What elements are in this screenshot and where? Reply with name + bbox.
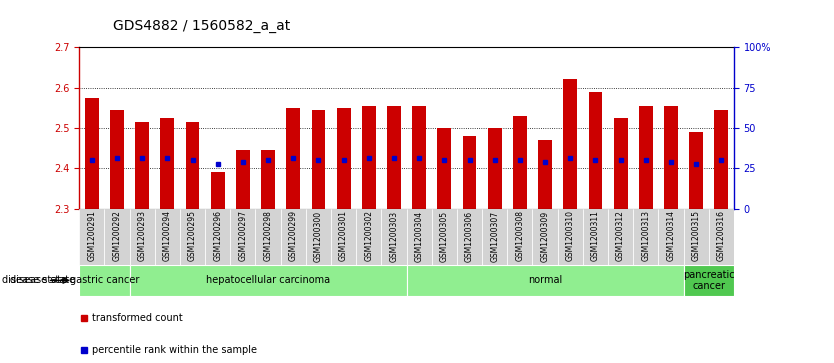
Text: GSM1200306: GSM1200306 <box>465 211 474 261</box>
FancyBboxPatch shape <box>507 209 532 265</box>
Text: gastric cancer: gastric cancer <box>70 276 139 285</box>
Text: GSM1200296: GSM1200296 <box>214 211 222 261</box>
Text: GSM1200312: GSM1200312 <box>616 211 626 261</box>
Bar <box>286 108 300 209</box>
Bar <box>337 108 350 209</box>
FancyBboxPatch shape <box>558 209 583 265</box>
Text: GDS4882 / 1560582_a_at: GDS4882 / 1560582_a_at <box>113 19 290 33</box>
Bar <box>261 150 275 209</box>
Text: GSM1200301: GSM1200301 <box>339 211 348 261</box>
FancyBboxPatch shape <box>79 209 104 265</box>
Bar <box>488 128 501 209</box>
Text: GSM1200291: GSM1200291 <box>88 211 96 261</box>
Bar <box>664 106 678 209</box>
Text: hepatocellular carcinoma: hepatocellular carcinoma <box>206 276 330 285</box>
Text: GSM1200294: GSM1200294 <box>163 211 172 261</box>
FancyBboxPatch shape <box>406 265 684 296</box>
Text: disease state: disease state <box>10 276 75 285</box>
Text: pancreatic
cancer: pancreatic cancer <box>683 270 735 291</box>
FancyBboxPatch shape <box>104 209 129 265</box>
Text: GSM1200304: GSM1200304 <box>414 211 424 261</box>
Bar <box>513 116 527 209</box>
FancyBboxPatch shape <box>79 265 129 296</box>
FancyBboxPatch shape <box>406 209 432 265</box>
Bar <box>387 106 401 209</box>
Text: GSM1200293: GSM1200293 <box>138 211 147 261</box>
FancyBboxPatch shape <box>129 265 406 296</box>
Text: normal: normal <box>528 276 562 285</box>
Text: GSM1200292: GSM1200292 <box>113 211 122 261</box>
FancyBboxPatch shape <box>532 209 558 265</box>
FancyBboxPatch shape <box>381 209 406 265</box>
Bar <box>186 122 199 209</box>
Bar <box>614 118 627 209</box>
Bar <box>85 98 98 209</box>
Bar <box>639 106 653 209</box>
Text: GSM1200307: GSM1200307 <box>490 211 500 261</box>
Text: GSM1200314: GSM1200314 <box>666 211 676 261</box>
Bar <box>538 140 552 209</box>
FancyBboxPatch shape <box>709 209 734 265</box>
Bar <box>160 118 174 209</box>
Text: GSM1200313: GSM1200313 <box>641 211 651 261</box>
Text: GSM1200308: GSM1200308 <box>515 211 525 261</box>
FancyBboxPatch shape <box>230 209 255 265</box>
FancyBboxPatch shape <box>684 209 709 265</box>
FancyBboxPatch shape <box>255 209 281 265</box>
Text: GSM1200297: GSM1200297 <box>239 211 248 261</box>
Bar <box>437 128 451 209</box>
FancyBboxPatch shape <box>155 209 180 265</box>
Bar <box>362 106 376 209</box>
Text: GSM1200310: GSM1200310 <box>565 211 575 261</box>
FancyBboxPatch shape <box>658 209 684 265</box>
Bar <box>463 136 476 209</box>
FancyBboxPatch shape <box>482 209 507 265</box>
Bar <box>715 110 728 209</box>
FancyBboxPatch shape <box>684 265 734 296</box>
Text: GSM1200302: GSM1200302 <box>364 211 374 261</box>
Text: GSM1200299: GSM1200299 <box>289 211 298 261</box>
Bar <box>563 79 577 209</box>
Text: GSM1200300: GSM1200300 <box>314 211 323 261</box>
Text: GSM1200303: GSM1200303 <box>389 211 399 261</box>
Text: GSM1200298: GSM1200298 <box>264 211 273 261</box>
FancyBboxPatch shape <box>608 209 633 265</box>
FancyBboxPatch shape <box>583 209 608 265</box>
FancyBboxPatch shape <box>180 209 205 265</box>
Bar <box>211 172 224 209</box>
FancyBboxPatch shape <box>633 209 658 265</box>
Bar <box>412 106 426 209</box>
FancyBboxPatch shape <box>432 209 457 265</box>
FancyBboxPatch shape <box>306 209 331 265</box>
FancyBboxPatch shape <box>129 209 155 265</box>
FancyBboxPatch shape <box>356 209 381 265</box>
Text: disease state: disease state <box>2 276 67 285</box>
Text: transformed count: transformed count <box>93 313 183 323</box>
Text: GSM1200316: GSM1200316 <box>717 211 726 261</box>
Text: GSM1200315: GSM1200315 <box>691 211 701 261</box>
Text: GSM1200295: GSM1200295 <box>188 211 197 261</box>
Bar <box>589 91 602 209</box>
Bar <box>312 110 325 209</box>
Text: GSM1200311: GSM1200311 <box>591 211 600 261</box>
FancyBboxPatch shape <box>205 209 230 265</box>
Bar <box>236 150 250 209</box>
FancyBboxPatch shape <box>331 209 356 265</box>
Text: percentile rank within the sample: percentile rank within the sample <box>93 345 258 355</box>
FancyBboxPatch shape <box>457 209 482 265</box>
Bar <box>689 132 703 209</box>
Bar <box>135 122 149 209</box>
Text: GSM1200309: GSM1200309 <box>540 211 550 261</box>
Text: GSM1200305: GSM1200305 <box>440 211 449 261</box>
Bar <box>110 110 124 209</box>
FancyBboxPatch shape <box>281 209 306 265</box>
